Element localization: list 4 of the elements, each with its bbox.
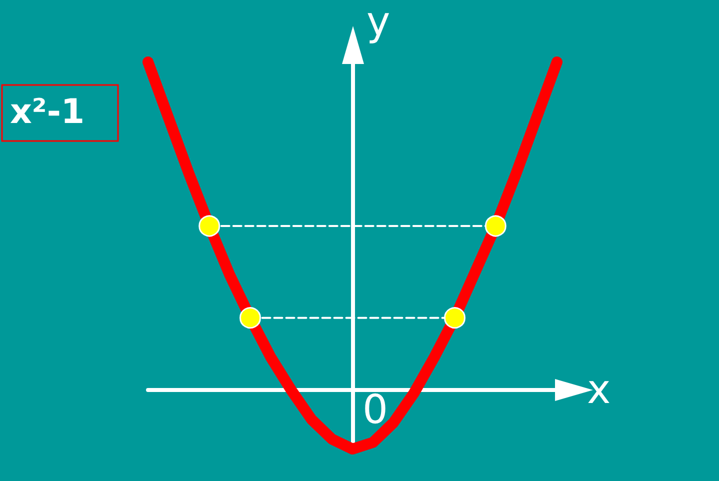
annotation: 0 [362,387,388,433]
text: x²-1 [10,92,85,132]
y-axis-title: y [366,0,390,45]
x-axis-title: x [587,366,611,413]
